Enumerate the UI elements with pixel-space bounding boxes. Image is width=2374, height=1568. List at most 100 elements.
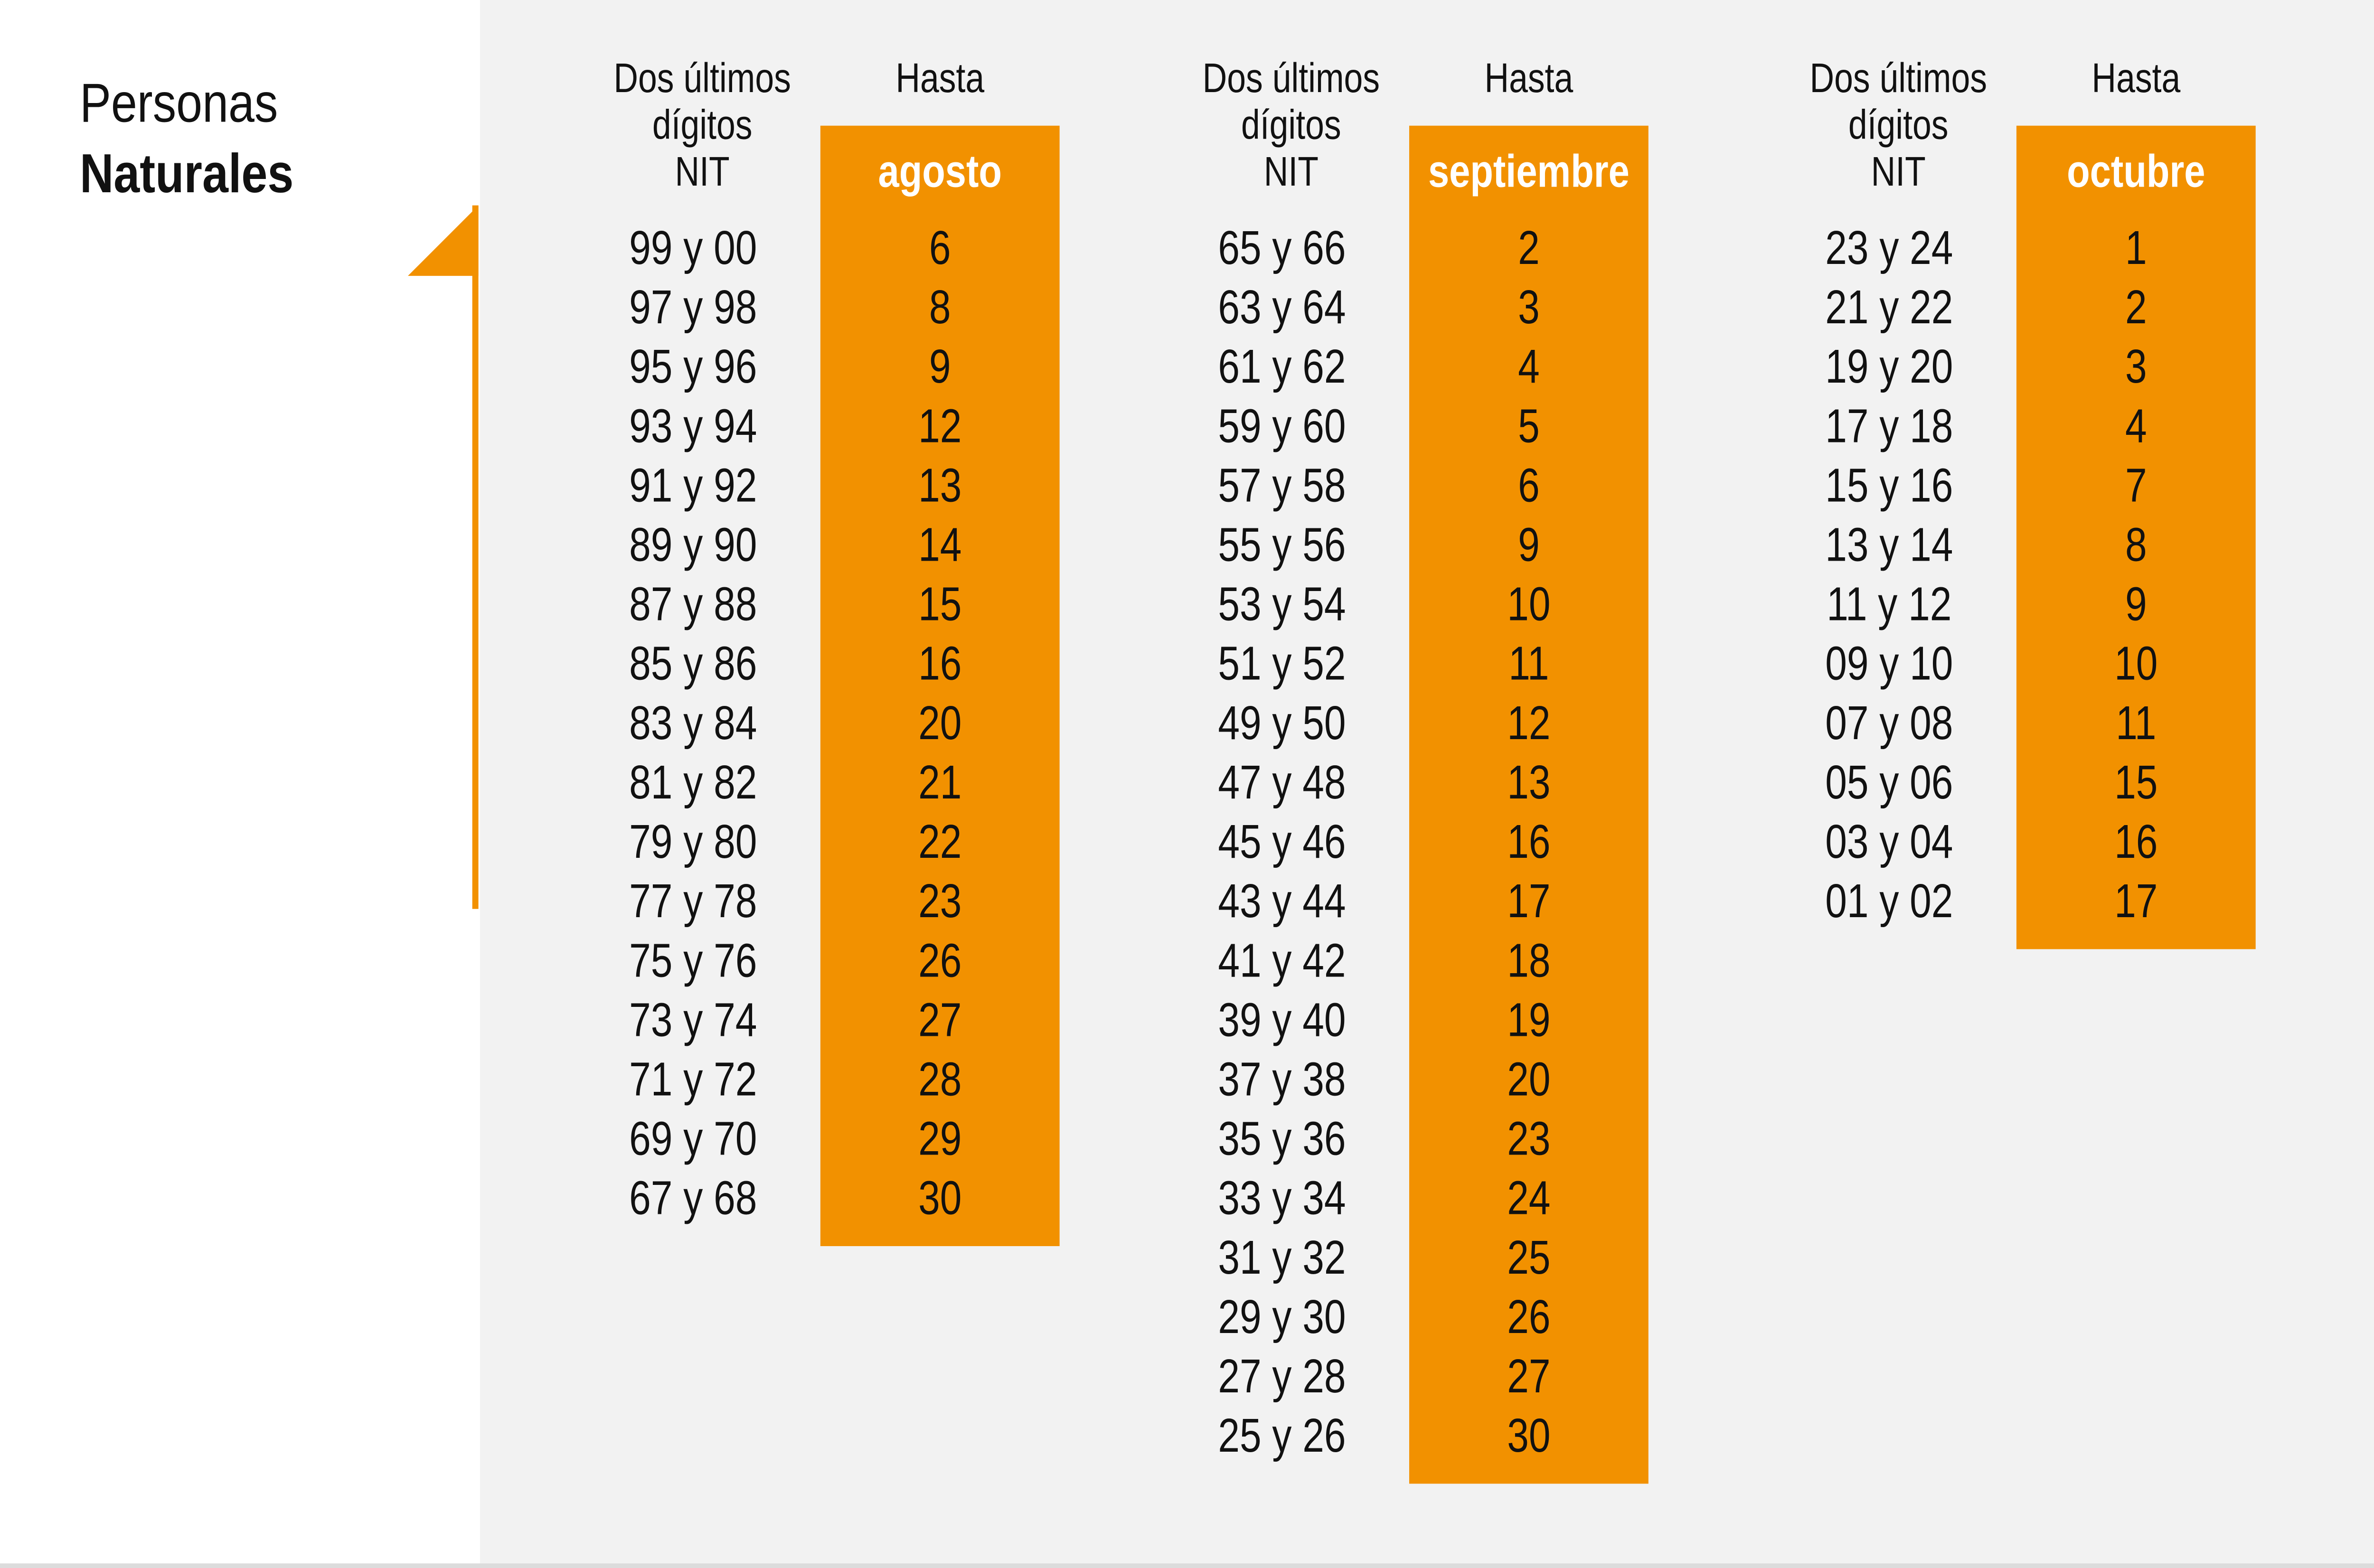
nit-digits: 13 y 14 bbox=[1825, 518, 1953, 572]
due-day: 10 bbox=[2114, 637, 2157, 690]
due-day: 24 bbox=[1507, 1172, 1550, 1225]
due-day: 13 bbox=[918, 459, 961, 512]
due-day: 21 bbox=[918, 756, 961, 809]
due-day: 5 bbox=[1518, 400, 1540, 453]
nit-digits: 31 y 32 bbox=[1218, 1231, 1346, 1284]
nit-digits: 17 y 18 bbox=[1825, 400, 1953, 453]
due-day: 25 bbox=[1507, 1231, 1550, 1284]
due-day: 9 bbox=[1518, 518, 1540, 572]
nit-digits: 57 y 58 bbox=[1218, 459, 1346, 512]
left-panel bbox=[0, 0, 480, 1568]
due-day: 23 bbox=[918, 875, 961, 928]
nit-digits: 49 y 50 bbox=[1218, 696, 1346, 750]
nit-digits: 53 y 54 bbox=[1218, 578, 1346, 631]
due-day: 16 bbox=[918, 637, 961, 690]
nit-digits: 93 y 94 bbox=[629, 400, 757, 453]
nit-digits: 21 y 22 bbox=[1825, 281, 1953, 334]
due-day: 4 bbox=[2125, 400, 2147, 453]
due-day: 11 bbox=[1508, 637, 1549, 690]
nit-digits: 75 y 76 bbox=[629, 934, 757, 987]
due-day: 15 bbox=[2114, 756, 2157, 809]
nit-digits: 95 y 96 bbox=[629, 340, 757, 394]
nit-digits: 73 y 74 bbox=[629, 994, 757, 1047]
digits-header: Dos últimos bbox=[1809, 55, 1987, 101]
nit-digits: 27 y 28 bbox=[1218, 1350, 1346, 1403]
nit-digits: 97 y 98 bbox=[629, 281, 757, 334]
nit-digits: 09 y 10 bbox=[1825, 637, 1953, 690]
digits-header: dígitos bbox=[1848, 102, 1949, 148]
nit-digits: 89 y 90 bbox=[629, 518, 757, 572]
nit-digits: 79 y 80 bbox=[629, 815, 757, 868]
due-day: 14 bbox=[918, 518, 961, 572]
due-day: 17 bbox=[2114, 875, 2157, 928]
due-day: 18 bbox=[1507, 934, 1550, 987]
due-day: 4 bbox=[1518, 340, 1540, 394]
nit-digits: 83 y 84 bbox=[629, 696, 757, 750]
nit-digits: 69 y 70 bbox=[629, 1112, 757, 1165]
due-day: 2 bbox=[2125, 281, 2147, 334]
nit-digits: 05 y 06 bbox=[1825, 756, 1953, 809]
digits-header: NIT bbox=[675, 148, 730, 194]
nit-digits: 81 y 82 bbox=[629, 756, 757, 809]
nit-digits: 91 y 92 bbox=[629, 459, 757, 512]
nit-digits: 77 y 78 bbox=[629, 875, 757, 928]
due-day: 27 bbox=[1507, 1350, 1550, 1403]
due-day: 23 bbox=[1507, 1112, 1550, 1165]
nit-digits: 55 y 56 bbox=[1218, 518, 1346, 572]
due-day: 11 bbox=[2116, 696, 2156, 750]
month-name: octubre bbox=[2067, 145, 2205, 197]
due-day: 7 bbox=[2125, 459, 2147, 512]
nit-digits: 65 y 66 bbox=[1218, 221, 1346, 274]
nit-digits: 85 y 86 bbox=[629, 637, 757, 690]
due-day: 12 bbox=[918, 400, 961, 453]
nit-digits: 29 y 30 bbox=[1218, 1290, 1346, 1343]
nit-digits: 51 y 52 bbox=[1218, 637, 1346, 690]
month-column bbox=[820, 125, 1060, 1246]
nit-digits: 35 y 36 bbox=[1218, 1112, 1346, 1165]
due-day: 26 bbox=[918, 934, 961, 987]
nit-digits: 25 y 26 bbox=[1218, 1409, 1346, 1463]
due-day: 28 bbox=[918, 1053, 961, 1106]
nit-digits: 15 y 16 bbox=[1825, 459, 1953, 512]
due-day: 6 bbox=[1518, 459, 1540, 512]
due-day: 29 bbox=[918, 1112, 961, 1165]
nit-digits: 67 y 68 bbox=[629, 1172, 757, 1225]
nit-digits: 41 y 42 bbox=[1218, 934, 1346, 987]
nit-digits: 39 y 40 bbox=[1218, 994, 1346, 1047]
due-day: 30 bbox=[918, 1172, 961, 1225]
nit-digits: 11 y 12 bbox=[1827, 578, 1951, 631]
due-day: 9 bbox=[2125, 578, 2147, 631]
due-day: 22 bbox=[918, 815, 961, 868]
due-day: 3 bbox=[1518, 281, 1540, 334]
month-name: septiembre bbox=[1428, 145, 1630, 197]
nit-digits: 63 y 64 bbox=[1218, 281, 1346, 334]
digits-header: Dos últimos bbox=[1203, 55, 1380, 101]
title-line1: Personas bbox=[80, 72, 278, 133]
nit-digits: 33 y 34 bbox=[1218, 1172, 1346, 1225]
until-header: Hasta bbox=[895, 55, 984, 101]
bottom-border bbox=[0, 1563, 2374, 1568]
due-day: 27 bbox=[918, 994, 961, 1047]
nit-digits: 61 y 62 bbox=[1218, 340, 1346, 394]
due-day: 26 bbox=[1507, 1290, 1550, 1343]
nit-digits: 23 y 24 bbox=[1825, 221, 1953, 274]
nit-digits: 01 y 02 bbox=[1825, 875, 1953, 928]
due-day: 9 bbox=[929, 340, 951, 394]
nit-digits: 87 y 88 bbox=[629, 578, 757, 631]
due-day: 30 bbox=[1507, 1409, 1550, 1463]
title-line2: Naturales bbox=[80, 142, 293, 204]
nit-digits: 43 y 44 bbox=[1218, 875, 1346, 928]
due-day: 12 bbox=[1507, 696, 1550, 750]
nit-digits: 71 y 72 bbox=[629, 1053, 757, 1106]
due-day: 17 bbox=[1507, 875, 1550, 928]
nit-digits: 45 y 46 bbox=[1218, 815, 1346, 868]
due-day: 16 bbox=[1507, 815, 1550, 868]
due-day: 8 bbox=[2125, 518, 2147, 572]
digits-header: Dos últimos bbox=[613, 55, 791, 101]
month-name: agosto bbox=[878, 145, 1002, 197]
nit-digits: 19 y 20 bbox=[1825, 340, 1953, 394]
accent-bar bbox=[472, 205, 479, 909]
digits-header: NIT bbox=[1264, 148, 1319, 194]
month-column bbox=[2016, 125, 2256, 949]
